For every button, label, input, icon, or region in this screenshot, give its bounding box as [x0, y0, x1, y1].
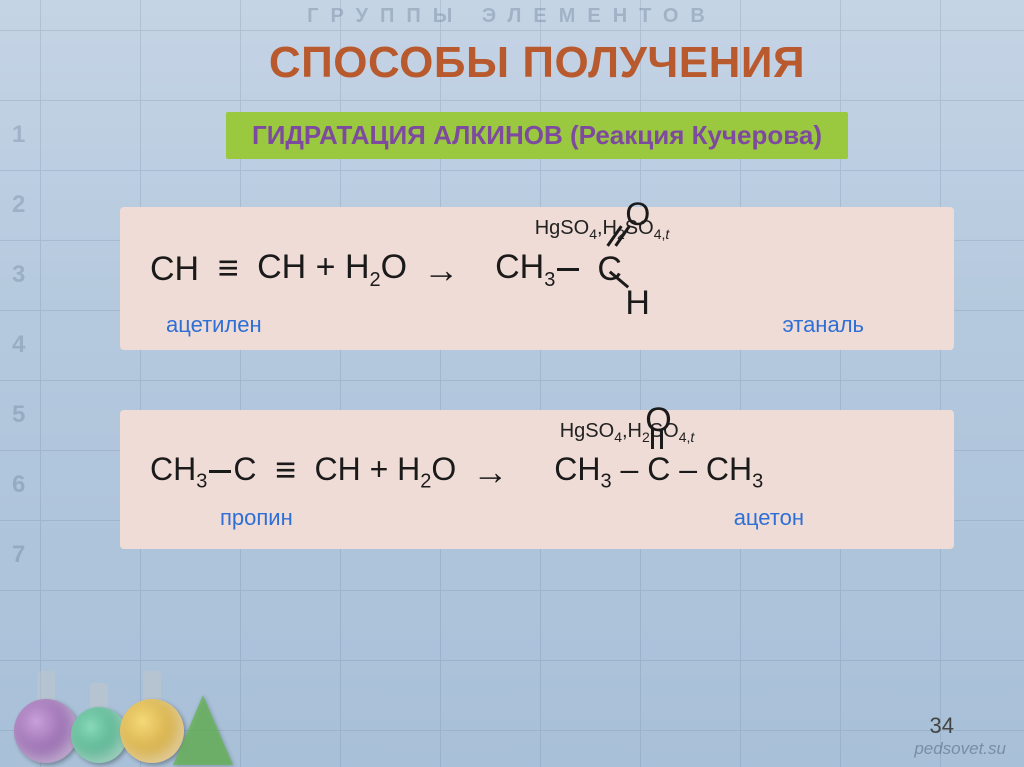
page-number: 34 — [930, 713, 954, 739]
triple-bond-icon — [215, 250, 241, 289]
watermark: pedsovet.su — [914, 739, 1006, 759]
reaction-arrow-icon: → — [472, 451, 508, 493]
product-label-2: ацетон — [734, 505, 804, 531]
product-label-1: этаналь — [783, 312, 865, 338]
reaction-block-2: HgSO4,H2SO4,t CH3C CH + H2O → CH3 – C O … — [120, 410, 954, 549]
flask-decoration — [10, 667, 228, 767]
catalyst-text-1: HgSO4,H2SO4,t — [280, 217, 924, 242]
equation-2: CH3C CH + H2O → CH3 – C O – CH3 — [150, 451, 924, 493]
triple-bond-icon — [272, 453, 298, 490]
equation-1: CH CH + H2O → CH3 C O H — [150, 248, 924, 292]
reaction-block-1: HgSO4,H2SO4,t CH CH + H2O → CH3 C O H ац… — [120, 207, 954, 350]
catalyst-text-2: HgSO4,H2SO4,t — [330, 420, 924, 445]
reaction-arrow-icon: → — [423, 249, 459, 291]
reactant-label-2: пропин — [220, 505, 293, 531]
section-subtitle: ГИДРАТАЦИЯ АЛКИНОВ (Реакция Кучерова) — [226, 112, 848, 159]
page-title: СПОСОБЫ ПОЛУЧЕНИЯ — [110, 38, 964, 88]
reactant-label-1: ацетилен — [166, 312, 262, 338]
